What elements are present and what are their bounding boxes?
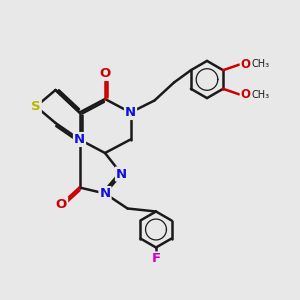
Text: N: N xyxy=(125,106,136,119)
Text: O: O xyxy=(99,67,111,80)
Text: CH₃: CH₃ xyxy=(251,59,269,69)
Text: O: O xyxy=(240,88,250,101)
Text: O: O xyxy=(240,58,250,71)
Text: N: N xyxy=(116,167,127,181)
Text: F: F xyxy=(152,252,160,266)
Text: S: S xyxy=(31,100,41,113)
Text: CH₃: CH₃ xyxy=(251,90,269,100)
Text: N: N xyxy=(99,187,111,200)
Text: O: O xyxy=(56,197,67,211)
Text: N: N xyxy=(74,133,85,146)
